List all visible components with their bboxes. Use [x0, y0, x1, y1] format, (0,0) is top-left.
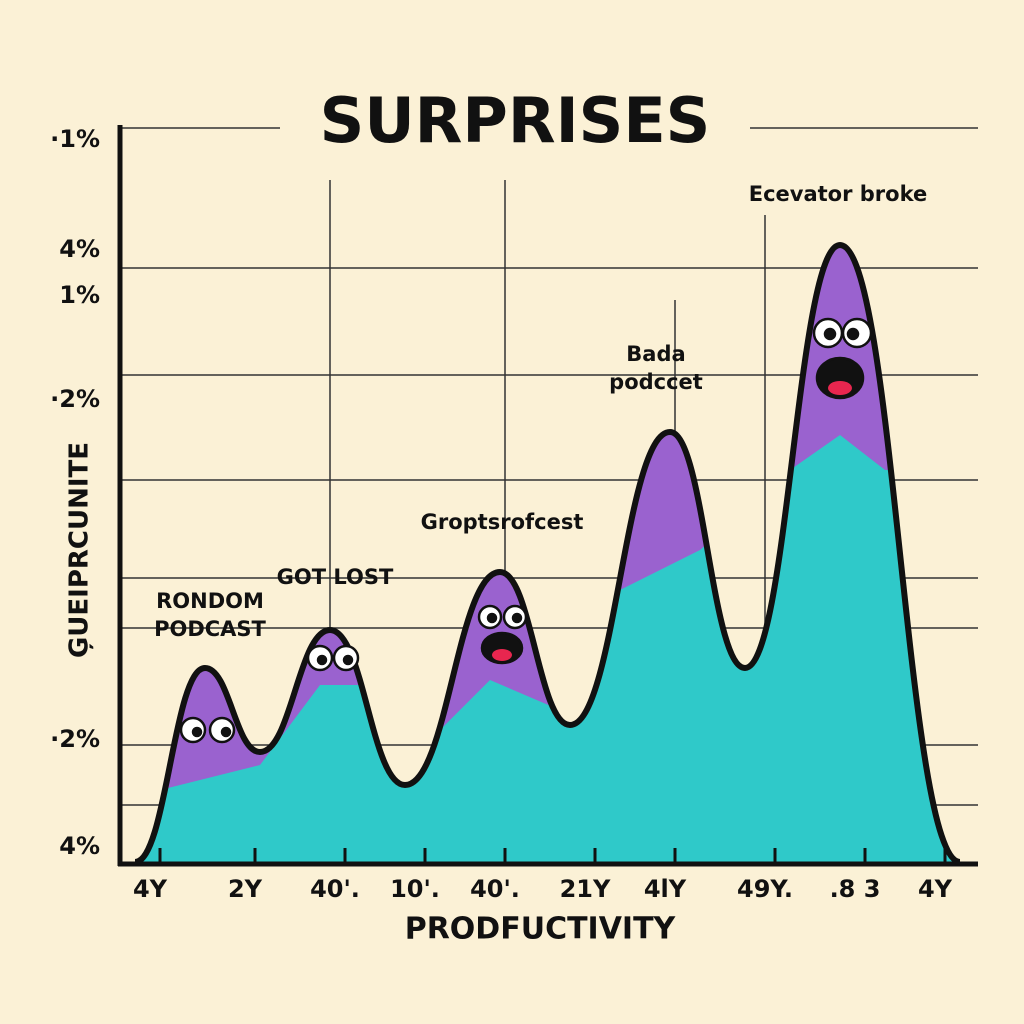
pupil — [220, 726, 232, 738]
pupil — [823, 327, 837, 341]
pupil — [846, 327, 860, 341]
x-tick-label: 4Y — [918, 875, 953, 903]
pupil — [486, 612, 498, 624]
pupil — [316, 654, 328, 666]
x-tick-label: 21Y — [560, 875, 611, 903]
y-axis-label: ĢUEIPRCUNITE — [65, 442, 95, 658]
y-tick-label: ·2% — [50, 725, 100, 753]
x-tick-label: 40'. — [470, 875, 520, 903]
y-tick-label: ·1% — [50, 125, 100, 153]
x-tick-label: 2Y — [228, 875, 263, 903]
x-tick-label: 10'. — [390, 875, 440, 903]
x-tick-label: 40'. — [310, 875, 360, 903]
x-axis-label: PRODFUCTIVITY — [405, 912, 677, 947]
chart-title: SURPRISES — [320, 84, 711, 157]
annotation: Groptsrofcest — [421, 510, 584, 534]
productivity-area — [135, 435, 960, 862]
tongue — [492, 649, 512, 661]
pupil — [191, 726, 203, 738]
annotation: Ecevator broke — [749, 182, 928, 206]
x-tick-label: 4lY — [644, 875, 687, 903]
x-tick-label: 4Y — [133, 875, 168, 903]
curve-outline — [134, 242, 962, 865]
annotation: PODCAST — [154, 617, 266, 641]
tongue — [828, 381, 852, 395]
pupil — [342, 654, 354, 666]
y-tick-label: 4% — [59, 235, 100, 263]
y-tick-label: ·2% — [50, 385, 100, 413]
mouth — [480, 631, 524, 665]
y-tick-label: 1% — [59, 281, 100, 309]
x-tick-label: .8 3 — [830, 875, 881, 903]
annotation: RONDOM — [156, 589, 264, 613]
pupil — [511, 612, 523, 624]
y-tick-label: 4% — [59, 832, 100, 860]
x-tick-label: 49Y. — [737, 875, 793, 903]
faces — [179, 317, 873, 744]
annotation: podccet — [609, 370, 703, 394]
annotation: Bada — [626, 342, 685, 366]
annotation: GOT LOST — [277, 565, 394, 589]
